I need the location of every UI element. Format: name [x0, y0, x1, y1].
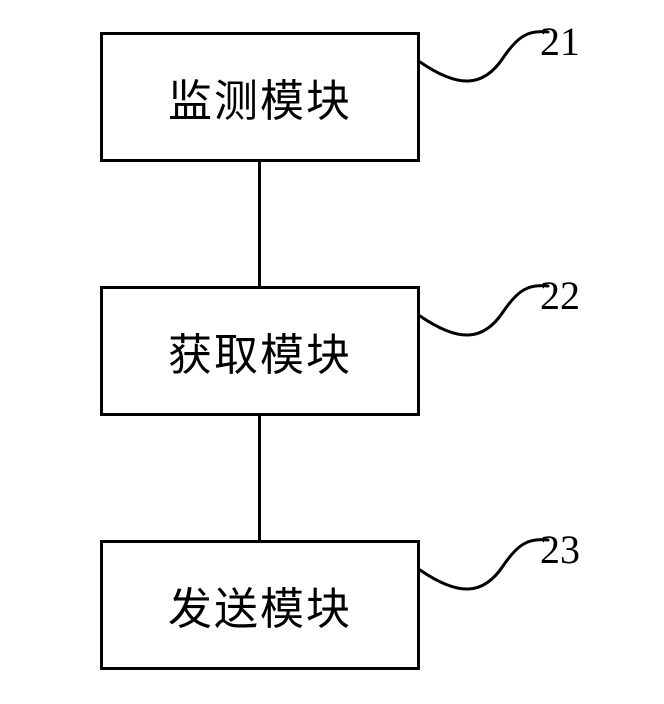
callout-curve-21 [418, 18, 558, 98]
node-send-module: 发送模块 [100, 540, 420, 670]
node-acquire-module: 获取模块 [100, 286, 420, 416]
callout-curve-23 [418, 526, 558, 606]
node-label: 获取模块 [168, 319, 352, 383]
reference-number-21: 21 [540, 18, 580, 65]
connector-n1-n2 [258, 162, 261, 286]
node-label: 监测模块 [168, 65, 352, 129]
reference-number-23: 23 [540, 526, 580, 573]
num-label-text: 23 [540, 527, 580, 572]
reference-number-22: 22 [540, 272, 580, 319]
node-monitor-module: 监测模块 [100, 32, 420, 162]
diagram-canvas: 监测模块 获取模块 发送模块 21 22 23 [0, 0, 664, 704]
num-label-text: 21 [540, 19, 580, 64]
num-label-text: 22 [540, 273, 580, 318]
callout-curve-22 [418, 272, 558, 352]
node-label: 发送模块 [168, 573, 352, 637]
connector-n2-n3 [258, 416, 261, 540]
